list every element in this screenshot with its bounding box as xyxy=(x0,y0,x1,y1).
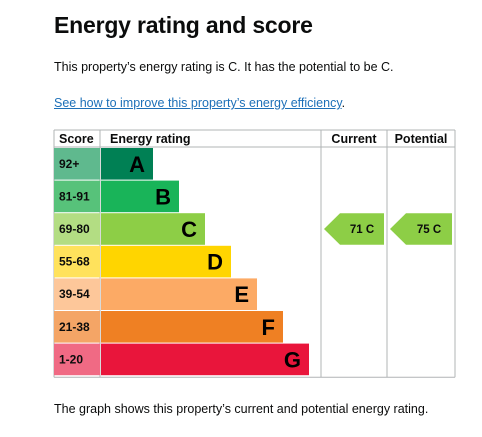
band-score-label: 1-20 xyxy=(59,352,83,366)
band-score-cell xyxy=(54,245,100,278)
band-bar xyxy=(101,278,257,310)
band-score-label: 21-38 xyxy=(59,320,90,334)
band-score-cell xyxy=(54,213,100,245)
band-bar xyxy=(101,180,179,213)
band-score-label: 69-80 xyxy=(59,222,90,236)
band-letter: A xyxy=(129,152,145,177)
improve-energy-efficiency-link[interactable]: See how to improve this property’s energ… xyxy=(54,96,342,110)
potential-rating-label: 75 C xyxy=(417,224,441,236)
band-score-label: 55-68 xyxy=(59,255,90,269)
rating-summary: This property’s energy rating is C. It h… xyxy=(54,60,394,74)
band-score-cell xyxy=(54,343,100,376)
band-score-label: 81-91 xyxy=(59,189,90,203)
current-rating-arrow xyxy=(324,213,384,245)
page-title: Energy rating and score xyxy=(54,12,313,38)
band-letter: B xyxy=(155,184,171,209)
band-score-label: 92+ xyxy=(59,157,79,171)
chart-caption: The graph shows this property’s current … xyxy=(54,402,429,416)
header-current: Current xyxy=(331,132,377,146)
band-letter: F xyxy=(262,315,275,340)
potential-rating-arrow xyxy=(390,213,452,245)
band-letter: C xyxy=(181,217,197,242)
band-score-label: 39-54 xyxy=(59,287,90,301)
band-score-cell xyxy=(54,311,100,343)
band-bar xyxy=(101,213,205,245)
band-letter: E xyxy=(234,282,249,307)
improve-line-suffix: . xyxy=(341,96,346,110)
band-bar xyxy=(101,343,309,376)
band-letter: D xyxy=(207,250,223,275)
band-bar xyxy=(101,148,153,180)
header-score: Score xyxy=(59,132,94,146)
band-score-cell xyxy=(54,180,100,213)
band-bar xyxy=(101,311,283,343)
band-score-cell xyxy=(54,148,100,180)
current-rating-label: 71 C xyxy=(350,224,374,236)
band-letter: G xyxy=(284,347,301,372)
header-energy-rating: Energy rating xyxy=(110,132,191,146)
improve-line: See how to improve this property’s energ… xyxy=(54,96,345,110)
band-score-cell xyxy=(54,278,100,310)
band-bar xyxy=(101,245,231,278)
header-potential: Potential xyxy=(395,132,448,146)
